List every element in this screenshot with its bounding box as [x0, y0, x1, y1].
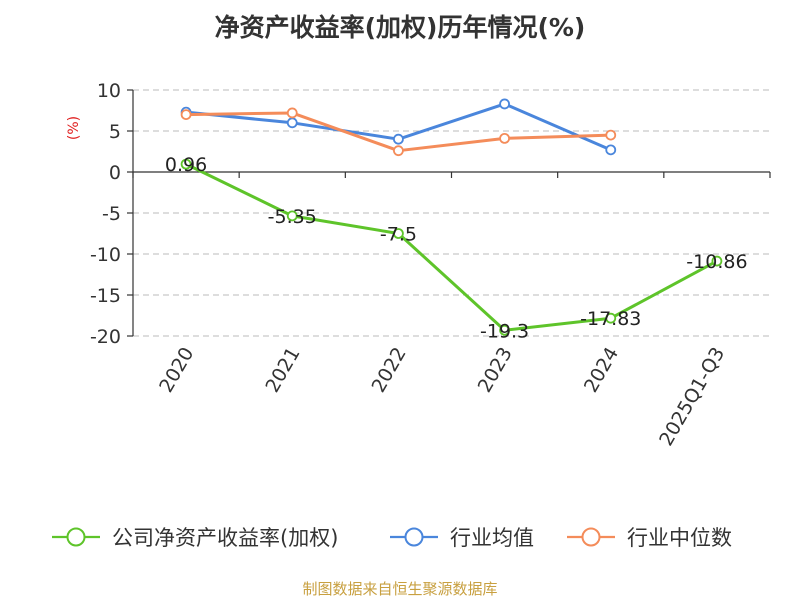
chart-title: 净资产收益率(加权)历年情况(%) — [214, 13, 586, 42]
data-point — [393, 228, 404, 239]
x-tick-label: 2022 — [368, 344, 411, 397]
y-axis-unit: (%) — [66, 116, 82, 140]
data-point — [605, 312, 617, 324]
data-label: -17.83 — [580, 308, 641, 330]
data-point — [499, 132, 510, 144]
data-point — [393, 145, 404, 157]
data-point — [499, 98, 510, 110]
data-point — [286, 107, 298, 119]
y-tick-label: -15 — [90, 285, 121, 307]
y-tick-label: -5 — [102, 203, 121, 225]
x-tick-label: 2025Q1-Q3 — [655, 344, 729, 450]
x-tick-label: 2023 — [474, 344, 517, 397]
data-label: 0.96 — [165, 154, 207, 176]
data-label: -5.35 — [268, 206, 317, 228]
data-point — [393, 133, 404, 145]
data-point — [711, 255, 723, 267]
legend-marker — [404, 527, 424, 547]
y-tick-label: -20 — [90, 326, 121, 348]
data-label: -19.3 — [480, 320, 529, 342]
legend-marker — [581, 527, 601, 547]
x-tick-label: 2021 — [261, 344, 304, 397]
series-line — [185, 162, 718, 332]
legend-label: 行业均值 — [450, 526, 534, 550]
legend-marker — [66, 527, 86, 547]
data-point — [180, 109, 192, 120]
x-tick-label: 2024 — [580, 344, 623, 397]
legend-label: 公司净资产收益率(加权) — [112, 526, 338, 550]
data-point — [605, 129, 617, 141]
y-tick-label: 10 — [97, 80, 121, 102]
data-label: -10.86 — [686, 251, 747, 273]
data-point — [286, 210, 298, 222]
legend-label: 行业中位数 — [627, 526, 732, 550]
source-note: 制图数据来自恒生聚源数据库 — [302, 580, 498, 598]
data-point — [180, 158, 192, 170]
y-tick-label: -10 — [90, 244, 121, 266]
x-tick-label: 2020 — [155, 344, 198, 397]
data-point — [499, 324, 510, 336]
y-tick-label: 0 — [109, 162, 121, 184]
data-point — [605, 144, 617, 156]
data-point — [286, 117, 298, 129]
data-label: -7.5 — [380, 224, 417, 246]
y-tick-label: 5 — [109, 121, 121, 143]
